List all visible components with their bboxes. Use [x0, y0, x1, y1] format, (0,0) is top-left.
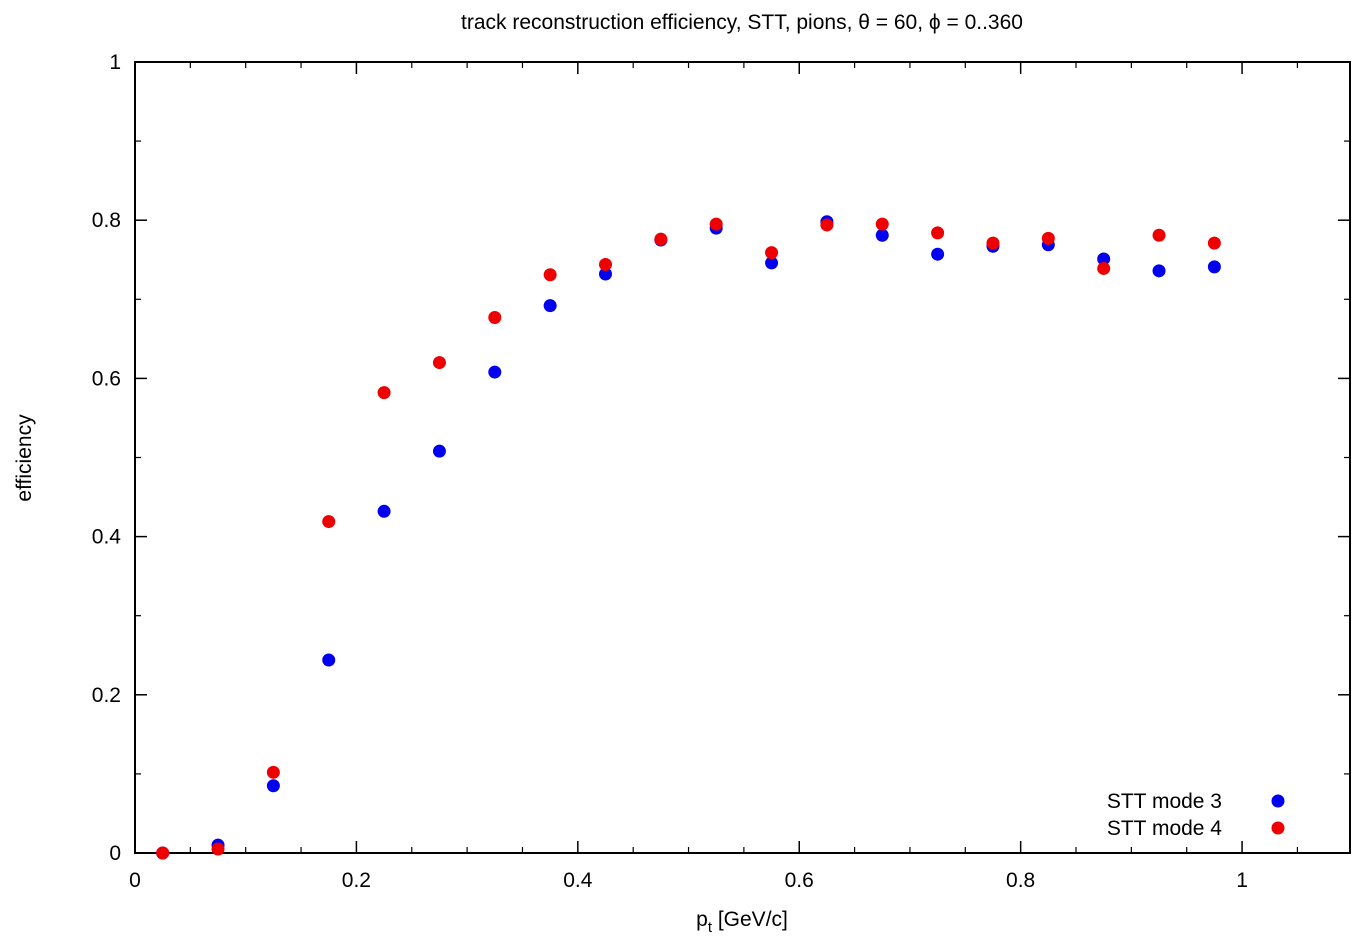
data-point-series-2: [765, 246, 779, 260]
x-axis-label-main: p: [696, 908, 708, 931]
plot-frame: [134, 61, 1351, 854]
data-point-series-2: [599, 257, 613, 271]
data-point-series-2: [1152, 228, 1166, 242]
data-point-series-1: [322, 653, 336, 667]
data-point-series-2: [1097, 261, 1111, 275]
x-tick-label: 0.4: [563, 869, 593, 892]
data-points: [156, 215, 1221, 860]
chart-title: track reconstruction efficiency, STT, pi…: [461, 11, 1023, 34]
y-tick-label: 0.4: [92, 526, 122, 549]
y-axis-ticks: 0 0.2 0.4 0.6 0.8 1: [92, 51, 1350, 865]
legend-label: STT mode 3: [1107, 790, 1222, 813]
x-tick-label: 0.8: [1006, 869, 1035, 892]
data-point-series-1: [1152, 264, 1166, 278]
data-point-series-2: [986, 236, 1000, 250]
y-tick-label: 0.6: [92, 367, 121, 390]
x-tick-label: 0.2: [342, 869, 371, 892]
data-point-series-2: [432, 356, 446, 370]
data-point-series-1: [1207, 260, 1221, 274]
data-point-series-1: [377, 504, 391, 518]
y-tick-label: 0.8: [92, 209, 121, 232]
data-point-series-2: [820, 218, 834, 232]
data-point-series-2: [211, 842, 225, 856]
y-tick-label: 1: [109, 51, 121, 74]
data-point-series-1: [266, 779, 280, 793]
x-axis-label: pt [GeV/c]: [696, 908, 788, 936]
legend-marker: [1271, 821, 1285, 835]
data-point-series-1: [599, 267, 613, 281]
data-point-series-2: [488, 310, 502, 324]
x-axis-label-subscript: t: [708, 919, 713, 936]
data-point-series-2: [156, 846, 170, 860]
data-point-series-1: [1097, 252, 1111, 266]
data-point-series-2: [322, 515, 336, 529]
y-tick-label: 0: [109, 842, 121, 865]
data-point-series-1: [765, 256, 779, 270]
data-point-series-2: [266, 765, 280, 779]
data-point-series-2: [1041, 231, 1055, 245]
data-point-series-1: [931, 247, 945, 261]
data-point-series-2: [875, 217, 889, 231]
y-axis-label: efficiency: [13, 414, 36, 502]
legend-label: STT mode 4: [1107, 817, 1222, 840]
data-point-series-1: [875, 228, 889, 242]
x-axis-label-unit: [GeV/c]: [712, 908, 788, 931]
data-point-series-2: [543, 268, 557, 282]
data-point-series-1: [432, 444, 446, 458]
data-point-series-2: [931, 226, 945, 240]
y-tick-label: 0.2: [92, 684, 121, 707]
data-point-series-1: [543, 299, 557, 313]
x-tick-label: 0.6: [785, 869, 814, 892]
data-point-series-2: [709, 217, 723, 231]
x-tick-label: 0: [129, 869, 141, 892]
data-point-series-1: [488, 365, 502, 379]
legend: STT mode 3 STT mode 4: [1107, 790, 1285, 840]
data-point-series-2: [1207, 236, 1221, 250]
data-point-series-2: [377, 386, 391, 400]
x-tick-label: 1: [1236, 869, 1248, 892]
data-point-series-2: [654, 232, 668, 246]
x-axis-ticks: 0 0.2 0.4 0.6 0.8 1: [129, 62, 1299, 892]
legend-marker: [1271, 794, 1285, 808]
